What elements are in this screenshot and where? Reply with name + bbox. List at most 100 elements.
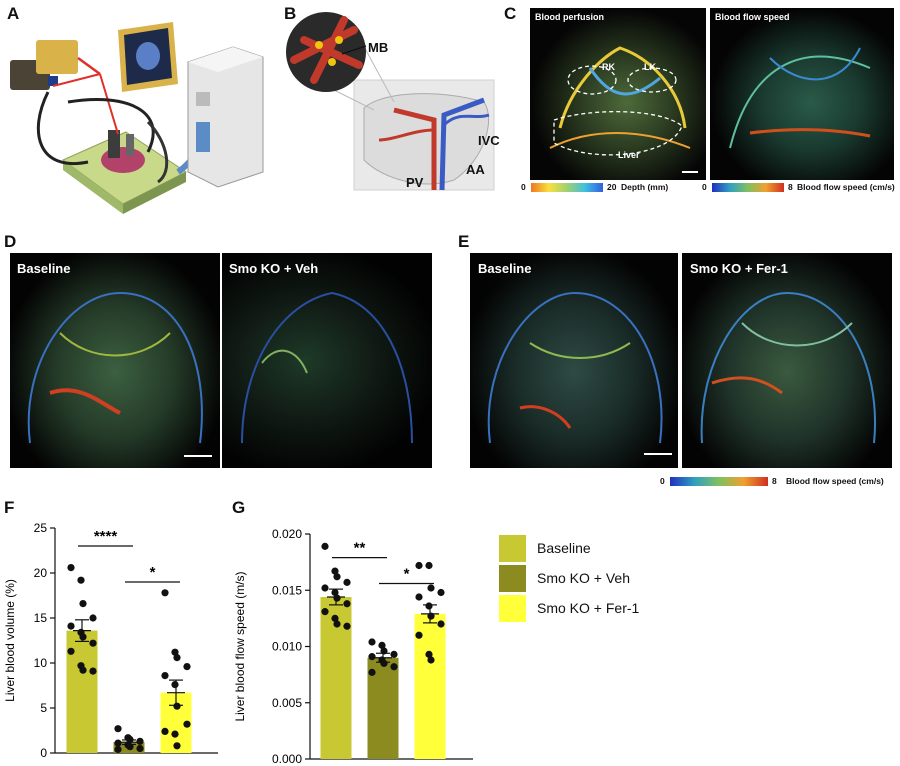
legend-swatch-smo-ko-fer1 [499,595,526,622]
y-axis-label: Liver blood volume (%) [3,579,17,702]
console-top [188,47,263,72]
e-colorbar-max: 8 [772,476,777,486]
vessel-red-branch [378,128,435,142]
console-connector [196,122,210,152]
y-tick-label: 0.020 [272,527,302,541]
depth-colorbar-min: 0 [521,182,526,192]
platform-side [63,160,123,214]
data-point [331,588,339,597]
e-colorbar-label: Blood flow speed (cm/s) [786,476,884,486]
speed-colorbar-min: 0 [702,182,707,192]
speed-colorbar-label: Blood flow speed (cm/s) [797,182,895,192]
legend-label-smo-ko-veh: Smo KO + Veh [537,570,630,586]
vessel-trace [749,128,871,138]
data-point [331,567,339,575]
mb-pointer [341,45,367,55]
data-point [136,744,144,753]
data-point [437,620,445,628]
vessel-trace [588,67,661,96]
vessel-trace [487,291,663,444]
data-point [171,648,179,656]
data-point [343,622,351,630]
significance-label: ** [354,540,366,557]
data-point [67,622,75,630]
y-tick-label: 20 [34,566,48,580]
label-aa: AA [466,162,485,177]
chart-g-liver-blood-flow-speed: 0.000 0.005 0.010 0.015 0.020 Liver blood flo… [233,527,473,766]
data-point [425,561,433,570]
laser-beam-2 [52,73,101,87]
data-point [415,631,423,639]
data-point [390,663,398,671]
rk-outline [567,65,617,95]
y-tick-label: 0.010 [272,640,302,654]
data-point [425,602,433,610]
data-point [114,745,122,753]
data-point [378,641,386,649]
legend-label-smo-ko-fer1: Smo KO + Fer-1 [537,600,640,616]
laser-beam [77,56,101,76]
vessel-trace [49,388,121,415]
y-tick-label: 0 [40,746,47,760]
data-point [415,561,423,570]
data-point [89,614,97,622]
y-tick-label: 15 [34,611,48,625]
data-point [427,656,435,664]
smo-ko-fer1-title: Smo KO + Fer-1 [690,261,788,276]
e-colorbar-min: 0 [660,476,665,486]
baseline-image-d: Baseline [10,253,220,468]
significance-label: **** [94,528,118,545]
data-point [331,614,339,622]
label-liver: Liver [618,150,640,160]
data-point [437,588,445,597]
y-tick-label: 0.005 [272,696,302,710]
blood-flow-speed-title: Blood flow speed [715,12,790,22]
legend-item-smo-ko-fer1: Smo KO + Fer-1 [499,595,819,625]
liver-diagram [286,12,495,191]
data-point [161,672,169,680]
significance-label: * [404,566,410,583]
e-speed-colorbar [670,477,768,486]
panel-label-b: B [284,4,297,23]
panel-label-g: G [232,498,246,517]
vessel-trace [519,405,572,429]
data-point [114,725,122,733]
data-point [390,650,398,658]
data-point [343,578,351,586]
data-point [427,584,435,592]
data-point [380,659,388,667]
data-point [415,593,423,601]
depth-colorbar-label: Depth (mm) [621,182,669,192]
panel-label-a: A [7,4,20,23]
data-point [79,600,87,608]
vessel-trace [769,47,861,81]
label-pv: PV [406,175,424,190]
vessel-red-main [393,107,437,190]
data-point [161,727,169,735]
laser-beam-3 [99,73,119,135]
liver-outline [553,111,683,156]
speed-colorbar-max: 8 [788,182,793,192]
panel-label-e: E [458,232,470,251]
blood-perfusion-title: Blood perfusion [535,12,604,22]
baseline-title-d: Baseline [17,261,71,276]
microbubble [335,36,343,44]
depth-colorbar-max: 20 [607,182,617,192]
data-point [67,647,75,655]
panel-label-f: F [4,498,15,517]
data-point [161,589,169,597]
vessel-blue-main [439,97,485,191]
y-axis-label: Liver blood flow speed (m/s) [233,571,247,721]
data-point [79,633,87,641]
probe-holder [126,134,134,156]
blood-perfusion-image: Blood perfusion RK LK Liver [530,8,706,180]
data-point [321,584,329,592]
monitor-image [136,42,160,70]
setup-illustration [10,22,264,214]
vessel-trace [549,132,691,149]
significance-label: * [150,564,156,581]
vessel-trace [711,376,783,395]
data-point [114,739,122,747]
data-point [321,608,329,616]
